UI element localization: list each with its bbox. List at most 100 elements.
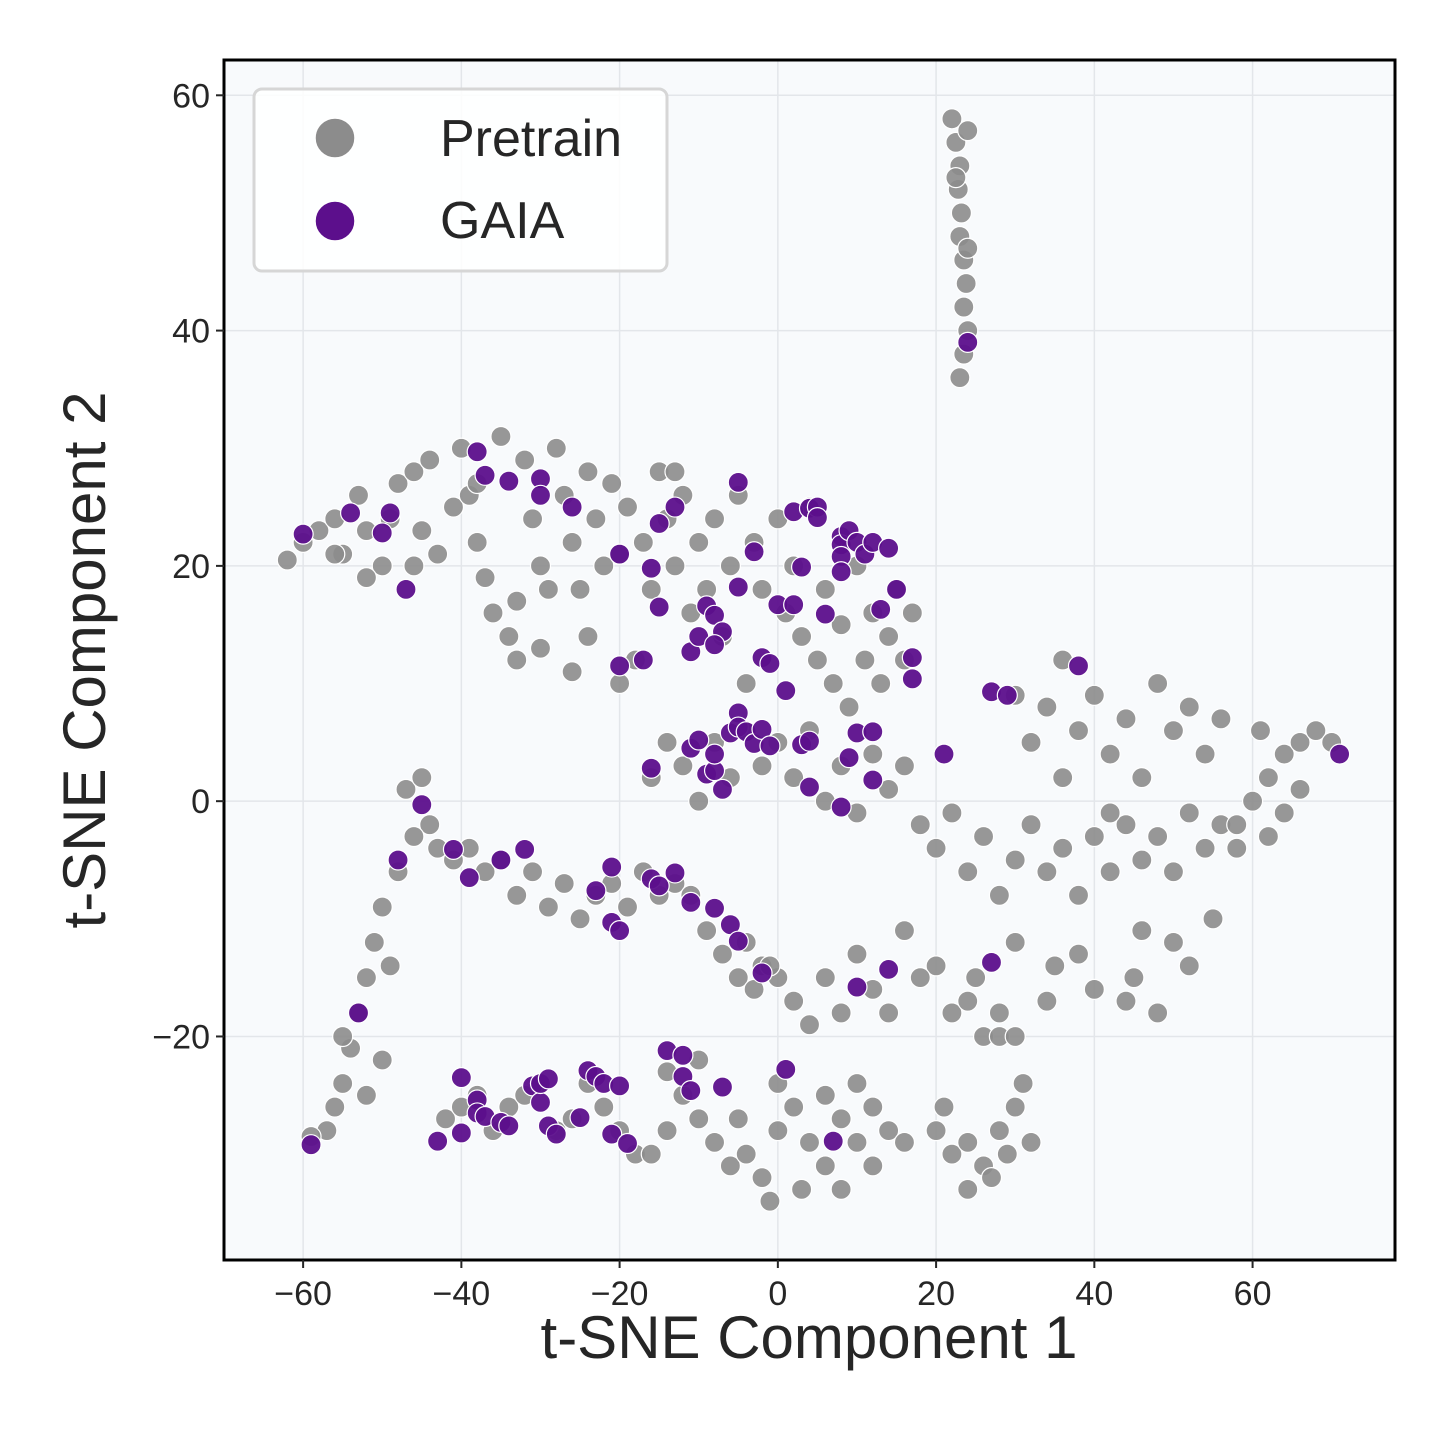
gaia-point <box>862 721 884 743</box>
pretrain-point <box>1020 731 1042 753</box>
pretrain-point <box>901 602 923 624</box>
pretrain-point <box>711 943 734 965</box>
gaia-point <box>609 919 631 942</box>
gaia-point <box>680 1079 702 1102</box>
x-tick-label: 0 <box>768 1275 787 1313</box>
pretrain-point <box>521 508 544 530</box>
pretrain-point <box>355 567 378 589</box>
pretrain-point <box>957 119 979 142</box>
pretrain-point <box>980 1167 1003 1189</box>
gaia-point <box>830 796 852 818</box>
pretrain-point <box>529 637 552 659</box>
gaia-point <box>727 471 749 493</box>
legend-label-pretrain: Pretrain <box>440 110 622 168</box>
pretrain-point <box>498 625 520 648</box>
gaia-point <box>609 1075 631 1097</box>
gaia-point <box>996 684 1018 706</box>
gaia-point <box>703 743 726 765</box>
pretrain-point <box>577 625 599 648</box>
pretrain-point <box>537 578 559 601</box>
pretrain-point <box>632 531 654 553</box>
pretrain-point <box>1004 849 1026 871</box>
pretrain-point <box>490 425 512 448</box>
gaia-point <box>616 1132 639 1155</box>
legend-label-gaia: GAIA <box>440 192 565 250</box>
gaia-point <box>1329 743 1351 765</box>
gaia-point <box>648 596 670 618</box>
pretrain-point <box>371 896 393 918</box>
pretrain-point <box>569 908 591 930</box>
pretrain-point <box>751 755 773 777</box>
y-tick-label: 40 <box>172 313 210 351</box>
pretrain-point <box>363 931 385 953</box>
gaia-point <box>664 862 686 884</box>
pretrain-point <box>1147 1002 1169 1024</box>
gaia-point <box>529 484 552 506</box>
pretrain-point <box>950 202 973 224</box>
legend-box <box>252 87 669 273</box>
gaia-point <box>703 634 726 656</box>
pretrain-point <box>790 1178 813 1201</box>
pretrain-point <box>506 649 528 671</box>
gaia-point <box>870 598 892 621</box>
pretrain-point <box>878 1119 900 1142</box>
pretrain-point <box>1162 719 1185 742</box>
gaia-point <box>743 541 765 563</box>
plot-frame <box>222 58 1397 1262</box>
pretrain-point <box>379 955 401 977</box>
pretrain-point <box>941 802 963 824</box>
pretrain-point <box>830 1178 852 1201</box>
gaia-point <box>339 502 362 524</box>
pretrain-point <box>727 1108 749 1130</box>
y-tick-label: 60 <box>172 77 210 115</box>
pretrain-point <box>514 449 536 471</box>
pretrain-point <box>482 602 504 624</box>
pretrain-point <box>1257 825 1280 848</box>
gaia-point <box>632 649 654 671</box>
gaia-point <box>300 1134 322 1156</box>
pretrain-point <box>727 967 749 989</box>
pretrain-point <box>1115 990 1137 1012</box>
gaia-point <box>901 647 923 669</box>
y-axis-ticks: −20 0 20 40 60 <box>152 77 224 1056</box>
pretrain-point <box>759 1190 781 1212</box>
gaia-point <box>395 578 417 601</box>
pretrain-point <box>719 1155 741 1177</box>
x-tick-label: −20 <box>591 1275 649 1313</box>
pretrain-point <box>672 755 694 777</box>
pretrain-point <box>466 531 488 553</box>
gaia-point <box>498 1115 520 1137</box>
gaia-point <box>640 757 662 779</box>
pretrain-point <box>751 578 773 601</box>
pretrain-point <box>434 1108 457 1130</box>
gaia-point <box>846 976 868 998</box>
pretrain-point <box>640 578 662 601</box>
pretrain-point <box>1067 884 1090 906</box>
pretrain-point <box>585 508 607 530</box>
pretrain-point <box>427 543 449 565</box>
pretrain-point <box>529 555 552 577</box>
gaia-point <box>759 652 781 675</box>
pretrain-point <box>1067 943 1090 965</box>
gaia-point <box>450 1067 472 1089</box>
pretrain-point <box>561 661 583 683</box>
pretrain-point <box>656 1119 678 1142</box>
gaia-point <box>838 747 860 769</box>
gaia-point <box>759 735 781 757</box>
pretrain-point <box>1052 837 1074 859</box>
pretrain-point <box>545 437 567 459</box>
gaia-point <box>545 1123 567 1145</box>
x-axis-title: t-SNE Component 1 <box>541 1304 1078 1371</box>
gaia-point <box>711 1076 734 1098</box>
gaia-point <box>711 778 734 801</box>
pretrain-point <box>798 1131 821 1153</box>
pretrain-point <box>862 1096 884 1118</box>
pretrain-point <box>941 1002 963 1024</box>
pretrain-point <box>953 296 975 318</box>
pretrain-point <box>419 814 441 836</box>
pretrain-point <box>616 896 639 918</box>
gaia-point <box>379 502 401 524</box>
gaia-point <box>775 1058 797 1081</box>
pretrain-point <box>1162 861 1185 883</box>
